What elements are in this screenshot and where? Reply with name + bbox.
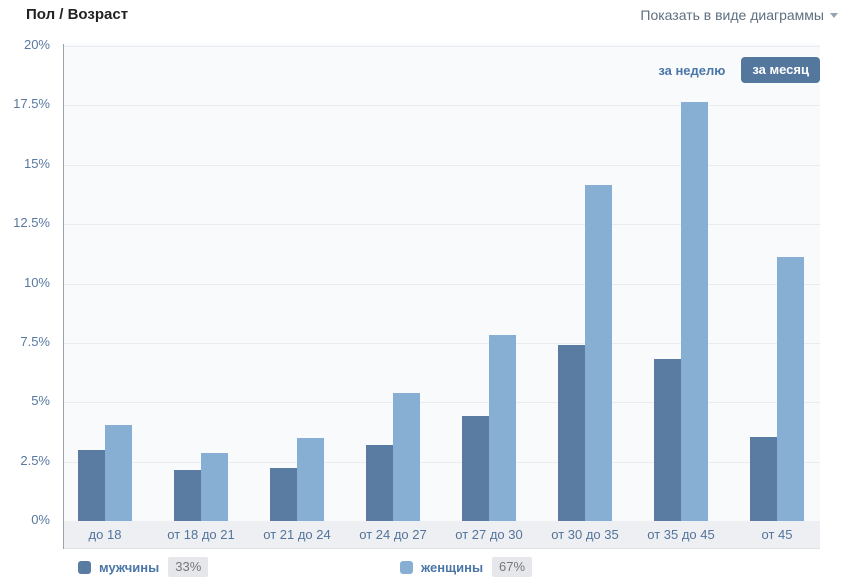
y-tick-label: 7.5% [20, 334, 50, 349]
chevron-down-icon [830, 13, 838, 18]
gridline [64, 462, 820, 463]
x-tick-label: от 45 [761, 527, 793, 542]
gridline [64, 343, 820, 344]
bar-male[interactable] [558, 345, 585, 521]
period-month-button[interactable]: за месяц [741, 57, 820, 83]
bar-female[interactable] [105, 425, 132, 521]
bar-female[interactable] [489, 335, 516, 521]
gridline [64, 165, 820, 166]
y-tick-label: 2.5% [20, 453, 50, 468]
legend-item-male[interactable]: мужчины 33% [78, 555, 209, 579]
x-tick-label: от 21 до 24 [263, 527, 331, 542]
bar-male[interactable] [78, 450, 105, 521]
bar-male[interactable] [654, 359, 681, 521]
bar-male[interactable] [750, 437, 777, 521]
y-tick-label: 17.5% [13, 96, 50, 111]
gridline [64, 402, 820, 403]
x-tick-label: от 27 до 30 [455, 527, 523, 542]
bar-male[interactable] [462, 416, 489, 521]
y-axis-labels: 0% 2.5% 5% 7.5% 10% 12.5% 15% 17.5% 20% [0, 37, 56, 527]
bar-female[interactable] [777, 257, 804, 521]
female-series-swatch-icon [400, 560, 413, 574]
y-tick-label: 0% [31, 512, 50, 527]
x-tick-label: от 30 до 35 [551, 527, 619, 542]
x-tick-label: до 18 [88, 527, 122, 542]
legend-label-female: женщины [421, 559, 484, 575]
bar-female[interactable] [681, 102, 708, 521]
legend-label-male: мужчины [99, 559, 160, 575]
show-as-diagram-label: Показать в виде диаграммы [640, 7, 824, 23]
gridline [64, 284, 820, 285]
y-tick-label: 20% [23, 37, 50, 52]
y-tick-label: 10% [23, 275, 50, 290]
gridline [64, 46, 820, 47]
period-week-link[interactable]: за неделю [658, 62, 726, 78]
legend-item-female[interactable]: женщины 67% [400, 555, 533, 579]
page-title: Пол / Возраст [26, 6, 129, 23]
male-series-swatch-icon [78, 560, 91, 574]
show-as-diagram-link[interactable]: Показать в виде диаграммы [640, 7, 838, 23]
x-tick-label: от 35 до 45 [647, 527, 715, 542]
y-tick-label: 5% [31, 393, 50, 408]
gridline [64, 105, 820, 106]
gridline [64, 224, 820, 225]
period-toggle: за неделю за месяц [658, 57, 820, 83]
female-share-badge: 67% [492, 557, 533, 577]
x-axis-label-band: до 18 от 18 до 21 от 21 до 24 от 24 до 27 от… [64, 521, 820, 549]
x-tick-label: от 18 до 21 [167, 527, 235, 542]
y-tick-label: 15% [23, 156, 50, 171]
bar-male[interactable] [270, 468, 297, 521]
male-share-badge: 33% [168, 557, 209, 577]
bar-male[interactable] [366, 445, 393, 521]
y-axis-line [63, 44, 64, 549]
bar-female[interactable] [297, 438, 324, 521]
y-tick-label: 12.5% [13, 215, 50, 230]
bar-female[interactable] [393, 393, 420, 521]
bar-female[interactable] [201, 453, 228, 521]
header: Пол / Возраст Показать в виде диаграммы [0, 0, 852, 30]
bar-female[interactable] [585, 185, 612, 521]
bar-male[interactable] [174, 470, 201, 521]
x-tick-label: от 24 до 27 [359, 527, 427, 542]
plot-area [64, 44, 820, 521]
chart-legend: мужчины 33% женщины 67% [0, 555, 852, 579]
